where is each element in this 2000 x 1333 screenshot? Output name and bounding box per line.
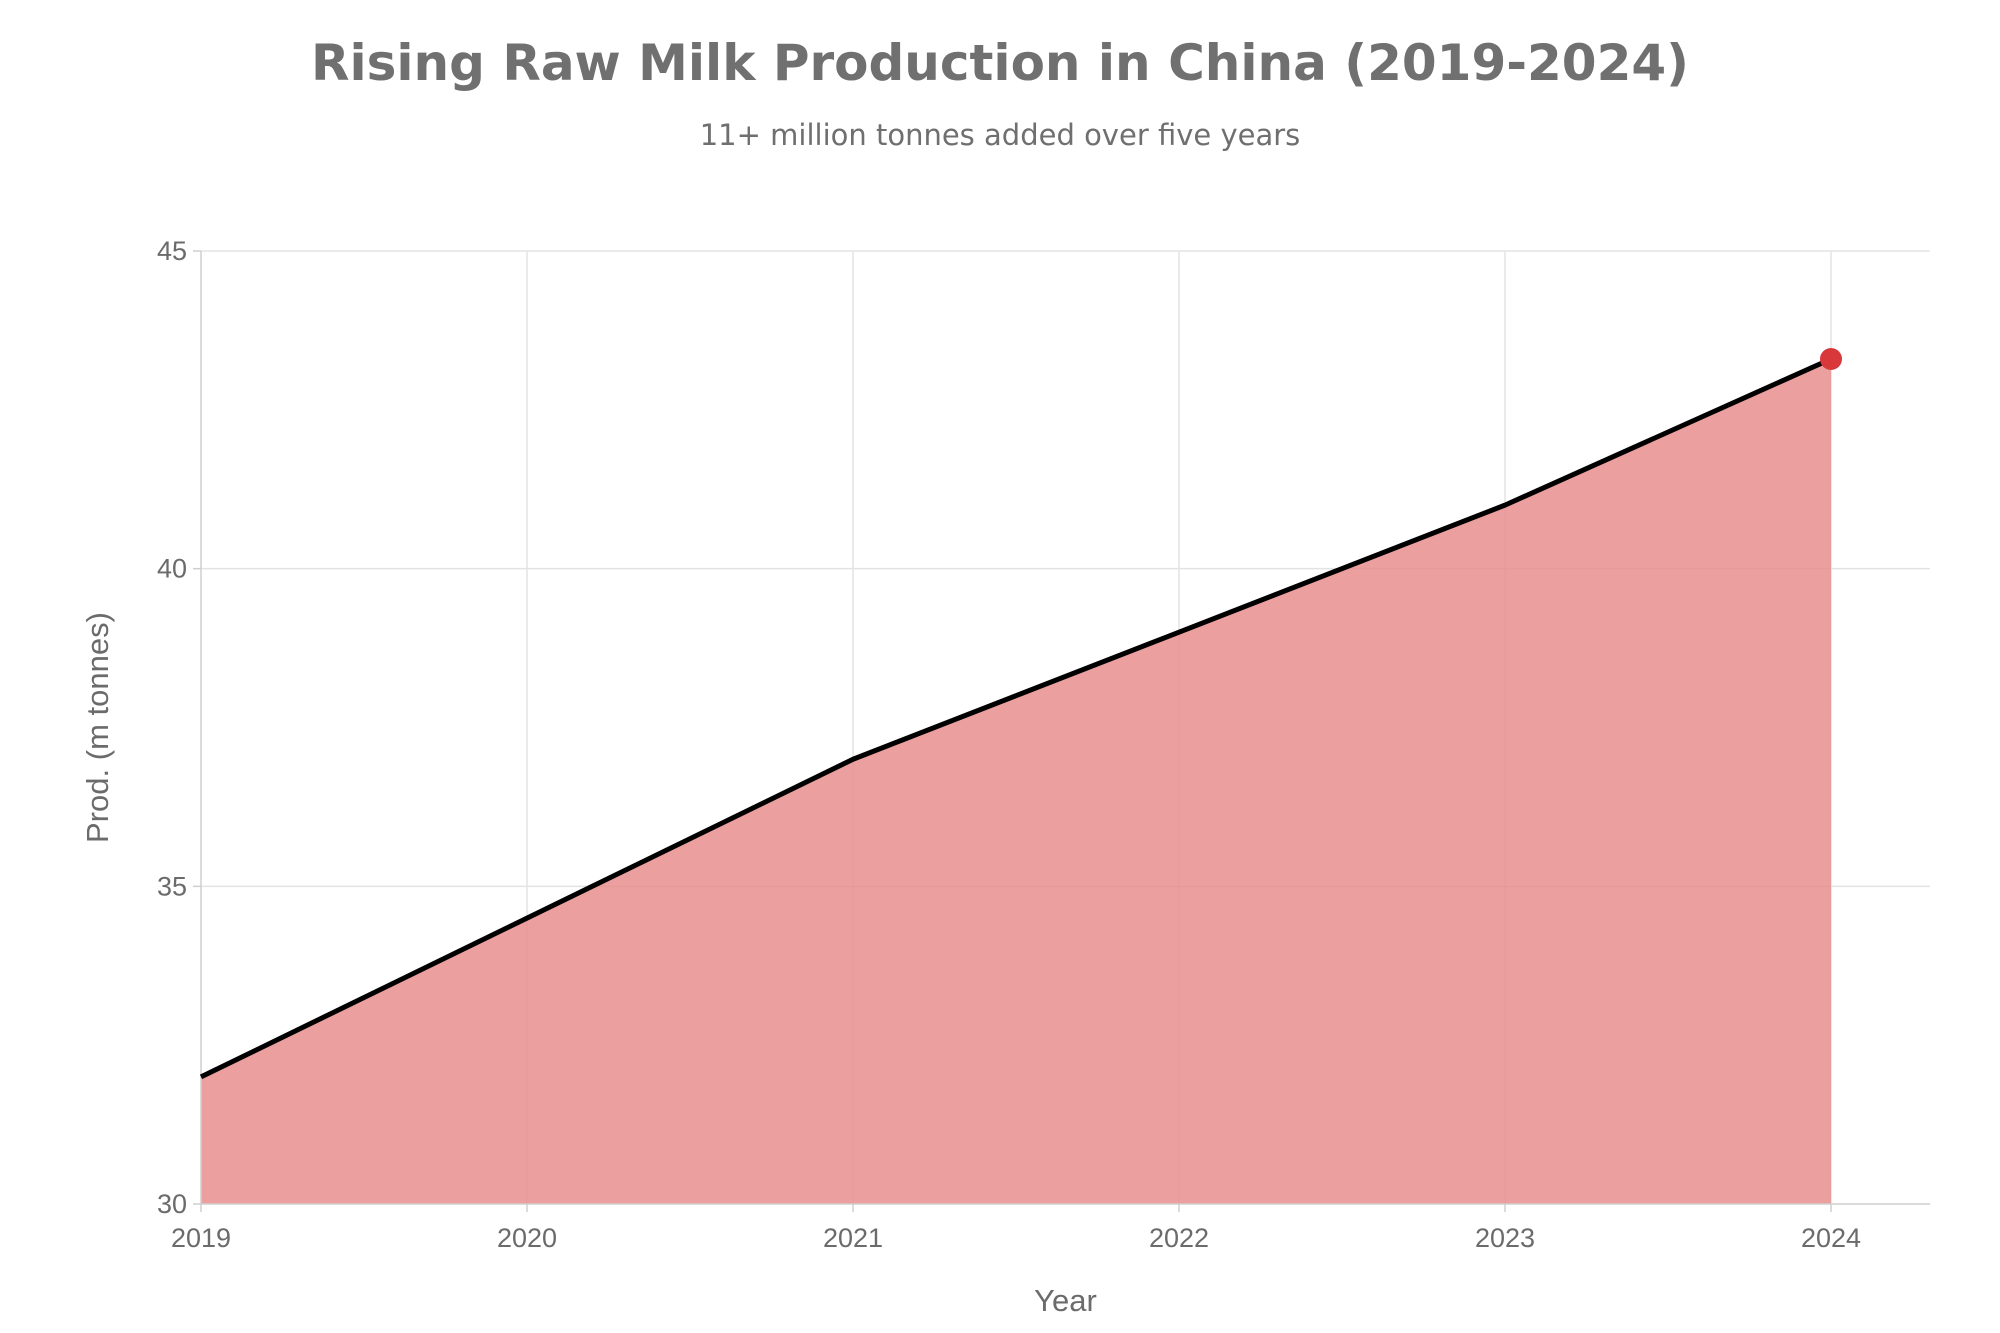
chart-title: Rising Raw Milk Production in China (201… xyxy=(310,34,1690,92)
y-axis-title: Prod. (m tonnes) xyxy=(80,612,115,843)
y-tick-label: 40 xyxy=(157,554,187,584)
marker-layer xyxy=(1820,348,1842,371)
chart-subtitle: 11+ million tonnes added over five years xyxy=(699,118,1301,152)
x-tick-label: 2024 xyxy=(1801,1223,1861,1253)
x-tick-label: 2019 xyxy=(171,1223,231,1253)
axis-layer xyxy=(193,250,1930,1212)
label-layer: Year Prod. (m tonnes) 30 35 40 45 2019 2020 20… xyxy=(80,236,1861,1318)
last-point-marker xyxy=(1820,348,1842,371)
y-tick-label: 30 xyxy=(157,1189,187,1219)
area-layer xyxy=(201,359,1831,1204)
line-layer xyxy=(199,356,1833,1080)
series-line xyxy=(199,356,1833,1080)
area-fill xyxy=(201,359,1831,1204)
x-tick-label: 2021 xyxy=(823,1223,883,1253)
y-tick-label: 35 xyxy=(157,871,187,901)
x-tick-label: 2020 xyxy=(497,1223,557,1253)
y-tick-label: 45 xyxy=(157,236,187,266)
x-tick-label: 2023 xyxy=(1475,1223,1535,1253)
x-axis-title: Year xyxy=(1034,1283,1097,1318)
x-tick-label: 2022 xyxy=(1149,1223,1209,1253)
